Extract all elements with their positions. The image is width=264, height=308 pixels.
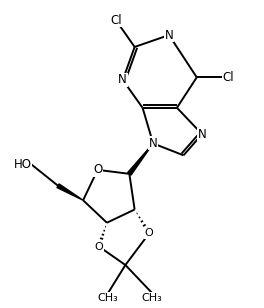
Text: O: O (93, 163, 102, 176)
Text: Cl: Cl (223, 71, 234, 84)
Text: N: N (165, 29, 173, 42)
Polygon shape (57, 184, 83, 200)
Text: CH₃: CH₃ (98, 293, 119, 303)
Text: O: O (95, 241, 103, 252)
Text: N: N (198, 128, 206, 141)
Text: HO: HO (13, 158, 32, 171)
Text: N: N (149, 137, 158, 150)
Text: Cl: Cl (110, 14, 122, 27)
Text: N: N (118, 74, 127, 87)
Polygon shape (128, 144, 153, 175)
Text: O: O (145, 228, 154, 238)
Text: CH₃: CH₃ (142, 293, 162, 303)
